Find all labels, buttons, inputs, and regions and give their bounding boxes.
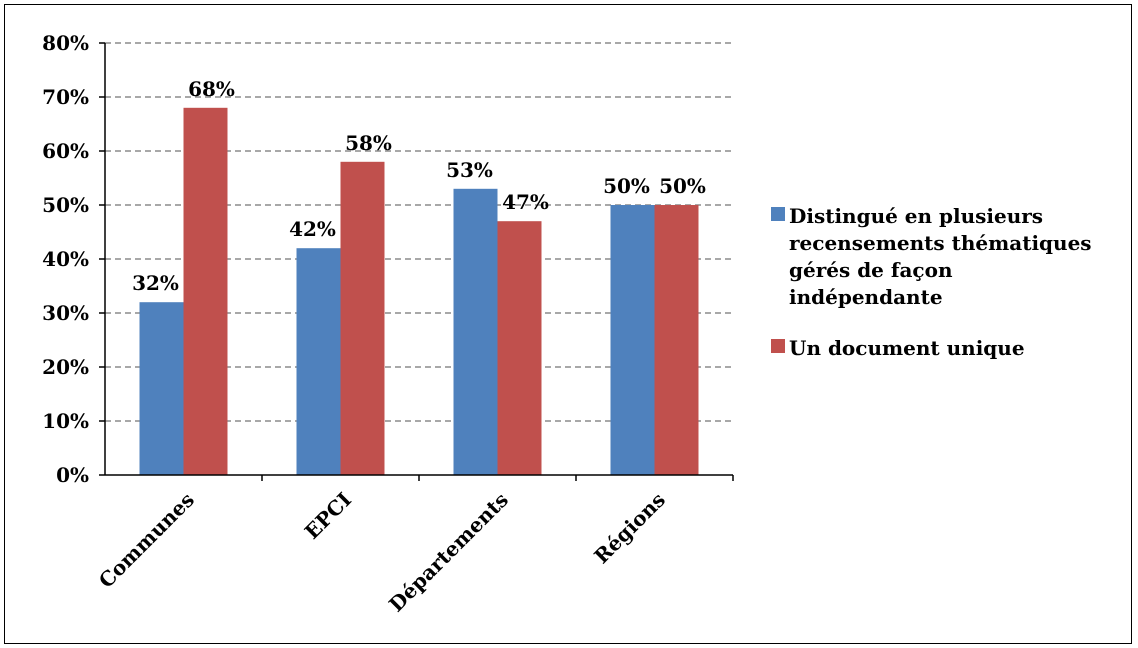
bar-series1-0 [139,302,184,475]
y-tick-label: 40% [42,247,89,271]
data-label: 47% [502,190,549,214]
x-category-label: Départements [384,488,513,617]
legend-entry: recensements thématiques [789,231,1092,255]
bar-series1-1 [296,248,341,475]
chart-frame: 0% 10% 20% 30% 40% 50% 60% 70% 80% Communes EPCI Dé… [4,4,1132,644]
y-tick-label: 80% [42,31,89,55]
data-label: 68% [188,77,235,101]
data-label: 58% [345,131,392,155]
y-tick-label: 70% [42,85,89,109]
data-label: 42% [289,217,336,241]
data-label: 32% [132,271,179,295]
x-category-label: Régions [589,488,670,569]
data-label: 53% [446,158,493,182]
data-label: 50% [603,174,650,198]
y-tick-label: 10% [42,409,89,433]
y-tick-label: 60% [42,139,89,163]
bar-series2-3 [654,205,699,475]
bar-chart: 0% 10% 20% 30% 40% 50% 60% 70% 80% Communes EPCI Dé… [42,31,1092,617]
legend-swatch [771,207,785,221]
legend-swatch [771,339,785,353]
legend-entry: gérés de façon [789,258,953,282]
data-label: 50% [659,174,706,198]
bars [139,107,699,476]
y-tick-label: 0% [56,463,89,487]
legend-entry: indépendante [789,285,943,309]
legend-entry: Un document unique [789,336,1025,360]
bar-series2-0 [183,107,228,476]
y-tick-label: 20% [42,355,89,379]
y-tick-label: 50% [42,193,89,217]
y-tick-label: 30% [42,301,89,325]
x-category-label: EPCI [300,488,356,544]
bar-series2-1 [340,161,385,476]
bar-series2-2 [497,221,542,475]
data-labels: 32% 68% 42% 58% 53% 47% 50% 50% [132,77,706,295]
x-category-label: Communes [94,488,199,593]
legend-entry: Distingué en plusieurs [789,204,1043,228]
legend: Distingué en plusieurs recensements théma… [771,204,1092,360]
bar-series1-3 [610,205,655,475]
bar-series1-2 [453,188,498,476]
